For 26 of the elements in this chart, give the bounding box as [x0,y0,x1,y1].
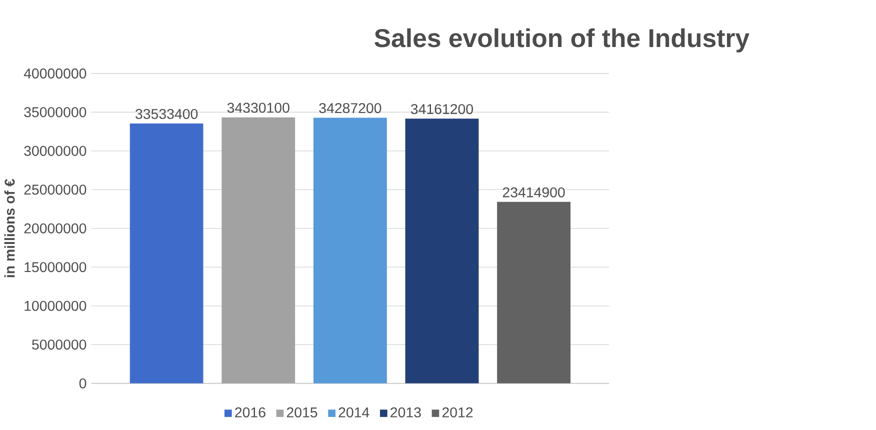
y-tick-label: 10000000 [24,301,86,312]
bar [405,118,479,384]
data-label: 33533400 [136,109,198,120]
data-label: 34330100 [227,102,290,113]
data-label: 23414900 [502,188,565,198]
y-tick-label: 30000000 [24,146,86,156]
y-tick-label: 20000000 [24,224,86,234]
legend-label: 2012 [442,408,473,418]
data-label: 34161200 [410,104,473,114]
y-tick-label: 5000000 [32,340,86,350]
y-tick-label: 15000000 [24,262,86,272]
y-tick-label: 40000000 [24,68,86,79]
legend-label: 2015 [286,408,318,418]
y-tick-label: 25000000 [24,184,86,195]
bar [130,124,204,384]
legend-label: 2016 [235,408,266,418]
bar [497,202,570,384]
legend-label: 2013 [390,408,421,418]
legend-label: 2014 [338,408,370,418]
y-tick-label: 0 [79,378,86,389]
y-axis-title: in millions of € [4,179,15,278]
y-tick-label: 35000000 [24,107,86,118]
data-label: 34287200 [319,103,382,114]
chart-title: Sales evolution of the Industry [374,28,750,53]
bar [222,118,296,384]
bar [313,118,387,384]
